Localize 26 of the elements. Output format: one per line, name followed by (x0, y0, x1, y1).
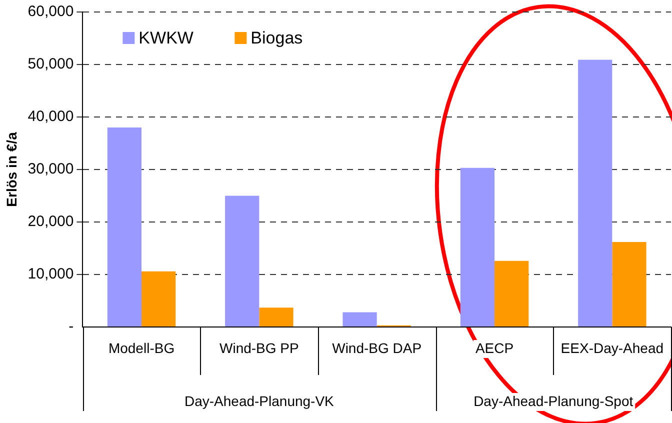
legend-label: KWKW (138, 28, 194, 48)
y-tick-label: 40,000 (28, 108, 74, 126)
bar (578, 60, 612, 326)
x-tick-label: AECP (475, 340, 514, 356)
bar (612, 242, 646, 326)
y-axis-title: Erlös in €/a (3, 132, 20, 207)
x-tick-label: EEX-Day-Ahead (560, 340, 664, 356)
bar (259, 308, 294, 326)
y-tick-label: 20,000 (28, 213, 74, 230)
bar (142, 271, 176, 326)
bar (342, 312, 377, 326)
legend-label: Biogas (250, 28, 303, 48)
y-tick-label: 30,000 (28, 160, 74, 178)
text: Day-Ahead-Planung-Spot (474, 392, 634, 409)
bar (460, 168, 495, 326)
bar (225, 196, 260, 326)
x-tick-label: Modell-BG (108, 340, 175, 356)
y-tick-label: - (68, 318, 74, 336)
y-tick-label: 50,000 (28, 56, 74, 73)
text: Day-Ahead-Planung-VK (184, 392, 335, 409)
x-tick-label: Wind-BG DAP (332, 340, 422, 356)
y-tick-label: 10,000 (28, 266, 74, 283)
bar (107, 128, 142, 326)
bar (494, 260, 529, 326)
x-tick-label: Wind-BG PP (219, 340, 299, 356)
y-tick-label: 60,000 (28, 3, 74, 20)
